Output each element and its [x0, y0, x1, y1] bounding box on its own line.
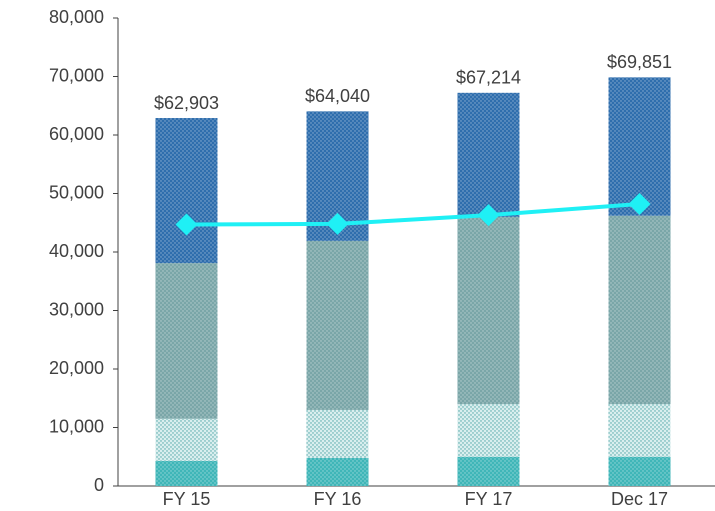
bar-segment [608, 404, 671, 457]
y-tick-label: 0 [94, 475, 104, 495]
bar-segment [155, 118, 218, 264]
bar-segment [608, 215, 671, 405]
total-label: $67,214 [456, 68, 521, 88]
y-tick-label: 60,000 [49, 124, 104, 144]
x-tick-label: Dec 17 [611, 489, 668, 509]
line-marker [628, 193, 651, 216]
y-tick-label: 80,000 [49, 7, 104, 27]
line [186, 202, 640, 227]
y-tick-label: 50,000 [49, 182, 104, 202]
y-tick-label: 70,000 [49, 65, 104, 85]
bar-segment [608, 456, 671, 486]
bar-segment [306, 240, 369, 410]
y-tick-label: 40,000 [49, 241, 104, 261]
bar-segment [306, 457, 369, 486]
total-label: $69,851 [607, 52, 672, 72]
bar-segment [155, 460, 218, 486]
bar-segment [457, 92, 520, 217]
bar-segment [155, 418, 218, 461]
bar-segment [457, 456, 520, 486]
x-tick-label: FY 16 [314, 489, 362, 509]
bar-segment [457, 404, 520, 457]
total-label: $62,903 [154, 93, 219, 113]
total-label: $64,040 [305, 86, 370, 106]
x-tick-label: FY 17 [465, 489, 513, 509]
x-tick-label: FY 15 [163, 489, 211, 509]
bar-segment [306, 409, 369, 458]
y-tick-label: 30,000 [49, 299, 104, 319]
line-marker [326, 212, 349, 235]
y-tick-label: 10,000 [49, 416, 104, 436]
line-marker [175, 213, 198, 236]
y-tick-label: 20,000 [49, 358, 104, 378]
bar-segment [608, 77, 671, 216]
line-marker [477, 204, 500, 227]
bar-segment [457, 216, 520, 405]
bar-segment [155, 263, 218, 419]
